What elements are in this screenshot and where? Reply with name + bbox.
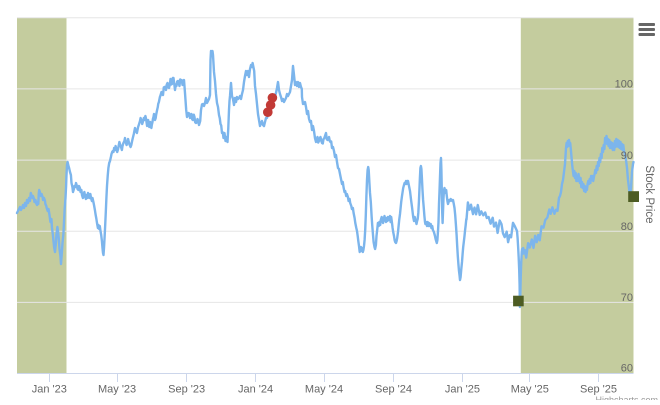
svg-text:Sep '25: Sep '25 <box>580 384 617 396</box>
svg-text:Jan '23: Jan '23 <box>32 384 67 396</box>
svg-text:Stock Price: Stock Price <box>643 165 655 223</box>
svg-text:80: 80 <box>621 221 633 233</box>
svg-text:Sep '23: Sep '23 <box>168 384 205 396</box>
svg-text:60: 60 <box>621 363 633 375</box>
svg-text:70: 70 <box>621 292 633 304</box>
svg-text:Jan '25: Jan '25 <box>445 384 480 396</box>
svg-text:Sep '24: Sep '24 <box>375 384 412 396</box>
svg-text:May '25: May '25 <box>511 384 549 396</box>
svg-text:May '23: May '23 <box>98 384 136 396</box>
svg-text:Highcharts.com: Highcharts.com <box>595 395 658 400</box>
svg-text:100: 100 <box>615 79 633 91</box>
svg-text:90: 90 <box>621 150 633 162</box>
svg-text:May '24: May '24 <box>305 384 343 396</box>
svg-text:Jan '24: Jan '24 <box>238 384 273 396</box>
